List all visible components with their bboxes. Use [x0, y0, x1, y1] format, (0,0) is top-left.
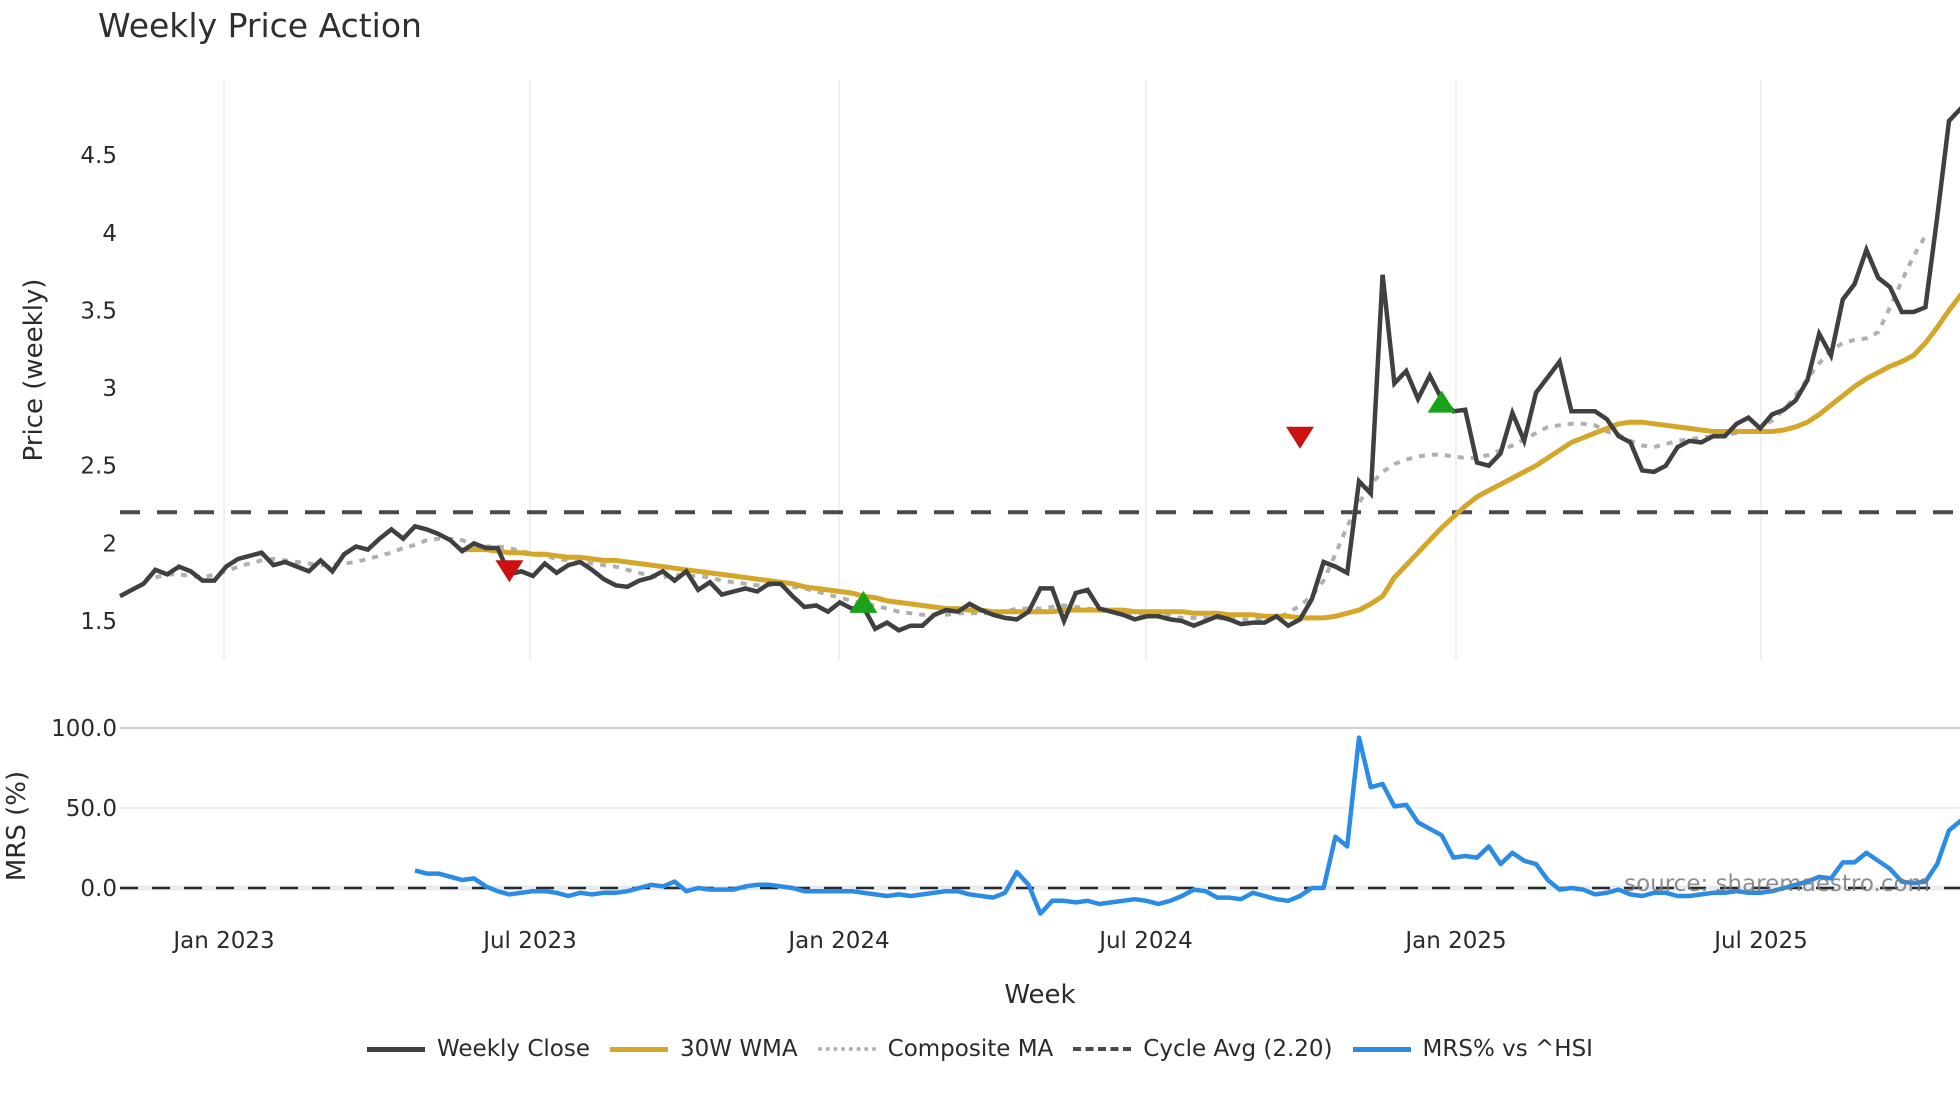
buy-signal-icon [849, 590, 878, 613]
price-y-axis-title: Price (weekly) [19, 279, 49, 462]
legend-item-wma[interactable]: 30W WMA [610, 1036, 798, 1062]
y-tick-label: 3.5 [80, 298, 117, 324]
buy-signal-icon [1427, 390, 1456, 413]
legend-item-composite[interactable]: Composite MA [817, 1036, 1054, 1062]
vertical-gridlines [223, 80, 1762, 660]
sell-signal-icon [495, 560, 524, 583]
legend-label: Cycle Avg (2.20) [1143, 1036, 1333, 1062]
x-tick-label: Jan 2025 [1403, 928, 1506, 954]
wma-30w-line [462, 292, 1960, 621]
x-tick-label: Jul 2025 [1712, 928, 1808, 954]
signal-markers [495, 390, 1456, 613]
y-tick-label: 2.5 [80, 454, 117, 480]
mrs-tick-label: 50.0 [66, 796, 117, 822]
legend-label: Composite MA [887, 1036, 1054, 1062]
mrs-y-axis-title: MRS (%) [2, 771, 32, 881]
mrs-y-axis-ticks: 0.0 50.0 100.0 [51, 716, 117, 902]
legend-label: MRS% vs ^HSI [1422, 1036, 1593, 1062]
wma-swatch-icon [610, 1046, 668, 1052]
y-tick-label: 2 [102, 531, 117, 557]
mrs-swatch-icon [1352, 1046, 1411, 1052]
legend-label: 30W WMA [680, 1036, 798, 1062]
mrs-tick-label: 100.0 [51, 716, 117, 742]
chart-title: Weekly Price Action [98, 6, 422, 45]
y-tick-label: 3 [102, 376, 117, 402]
legend-item-mrs[interactable]: MRS% vs ^HSI [1352, 1036, 1593, 1062]
composite-ma-line [154, 234, 1928, 622]
chart-canvas: 1.5 2 2.5 3 3.5 4 4.5 0.0 50.0 100.0 Jan 2023 Jul… [2, 80, 1960, 1010]
mrs-tick-label: 0.0 [80, 876, 117, 902]
x-axis-title: Week [1004, 980, 1075, 1010]
legend-item-cycle[interactable]: Cycle Avg (2.20) [1073, 1036, 1333, 1062]
mrs-horizontal-gridlines [120, 727, 1960, 891]
source-watermark: source: sharemaestro.com [1624, 871, 1930, 897]
sell-signal-icon [1286, 426, 1314, 449]
legend: Weekly Close 30W WMA Composite MA Cycle … [0, 1036, 1960, 1062]
y-tick-label: 1.5 [80, 609, 117, 635]
legend-label: Weekly Close [437, 1036, 590, 1062]
x-tick-label: Jan 2023 [171, 928, 274, 954]
legend-item-close[interactable]: Weekly Close [367, 1036, 590, 1062]
x-tick-label: Jul 2023 [481, 928, 577, 954]
cycle-swatch-icon [1073, 1047, 1132, 1051]
y-tick-label: 4 [102, 221, 117, 247]
mrs-line [414, 735, 1960, 916]
price-y-axis-ticks: 1.5 2 2.5 3 3.5 4 4.5 [80, 143, 117, 635]
composite-swatch-icon [817, 1047, 876, 1051]
weekly-close-line [118, 106, 1960, 633]
close-swatch-icon [367, 1046, 426, 1052]
x-tick-label: Jan 2024 [786, 928, 889, 954]
x-axis-ticks: Jan 2023 Jul 2023 Jan 2024 Jul 2024 Jan 2025… [171, 928, 1807, 954]
x-tick-label: Jul 2024 [1097, 928, 1193, 954]
y-tick-label: 4.5 [80, 143, 117, 169]
